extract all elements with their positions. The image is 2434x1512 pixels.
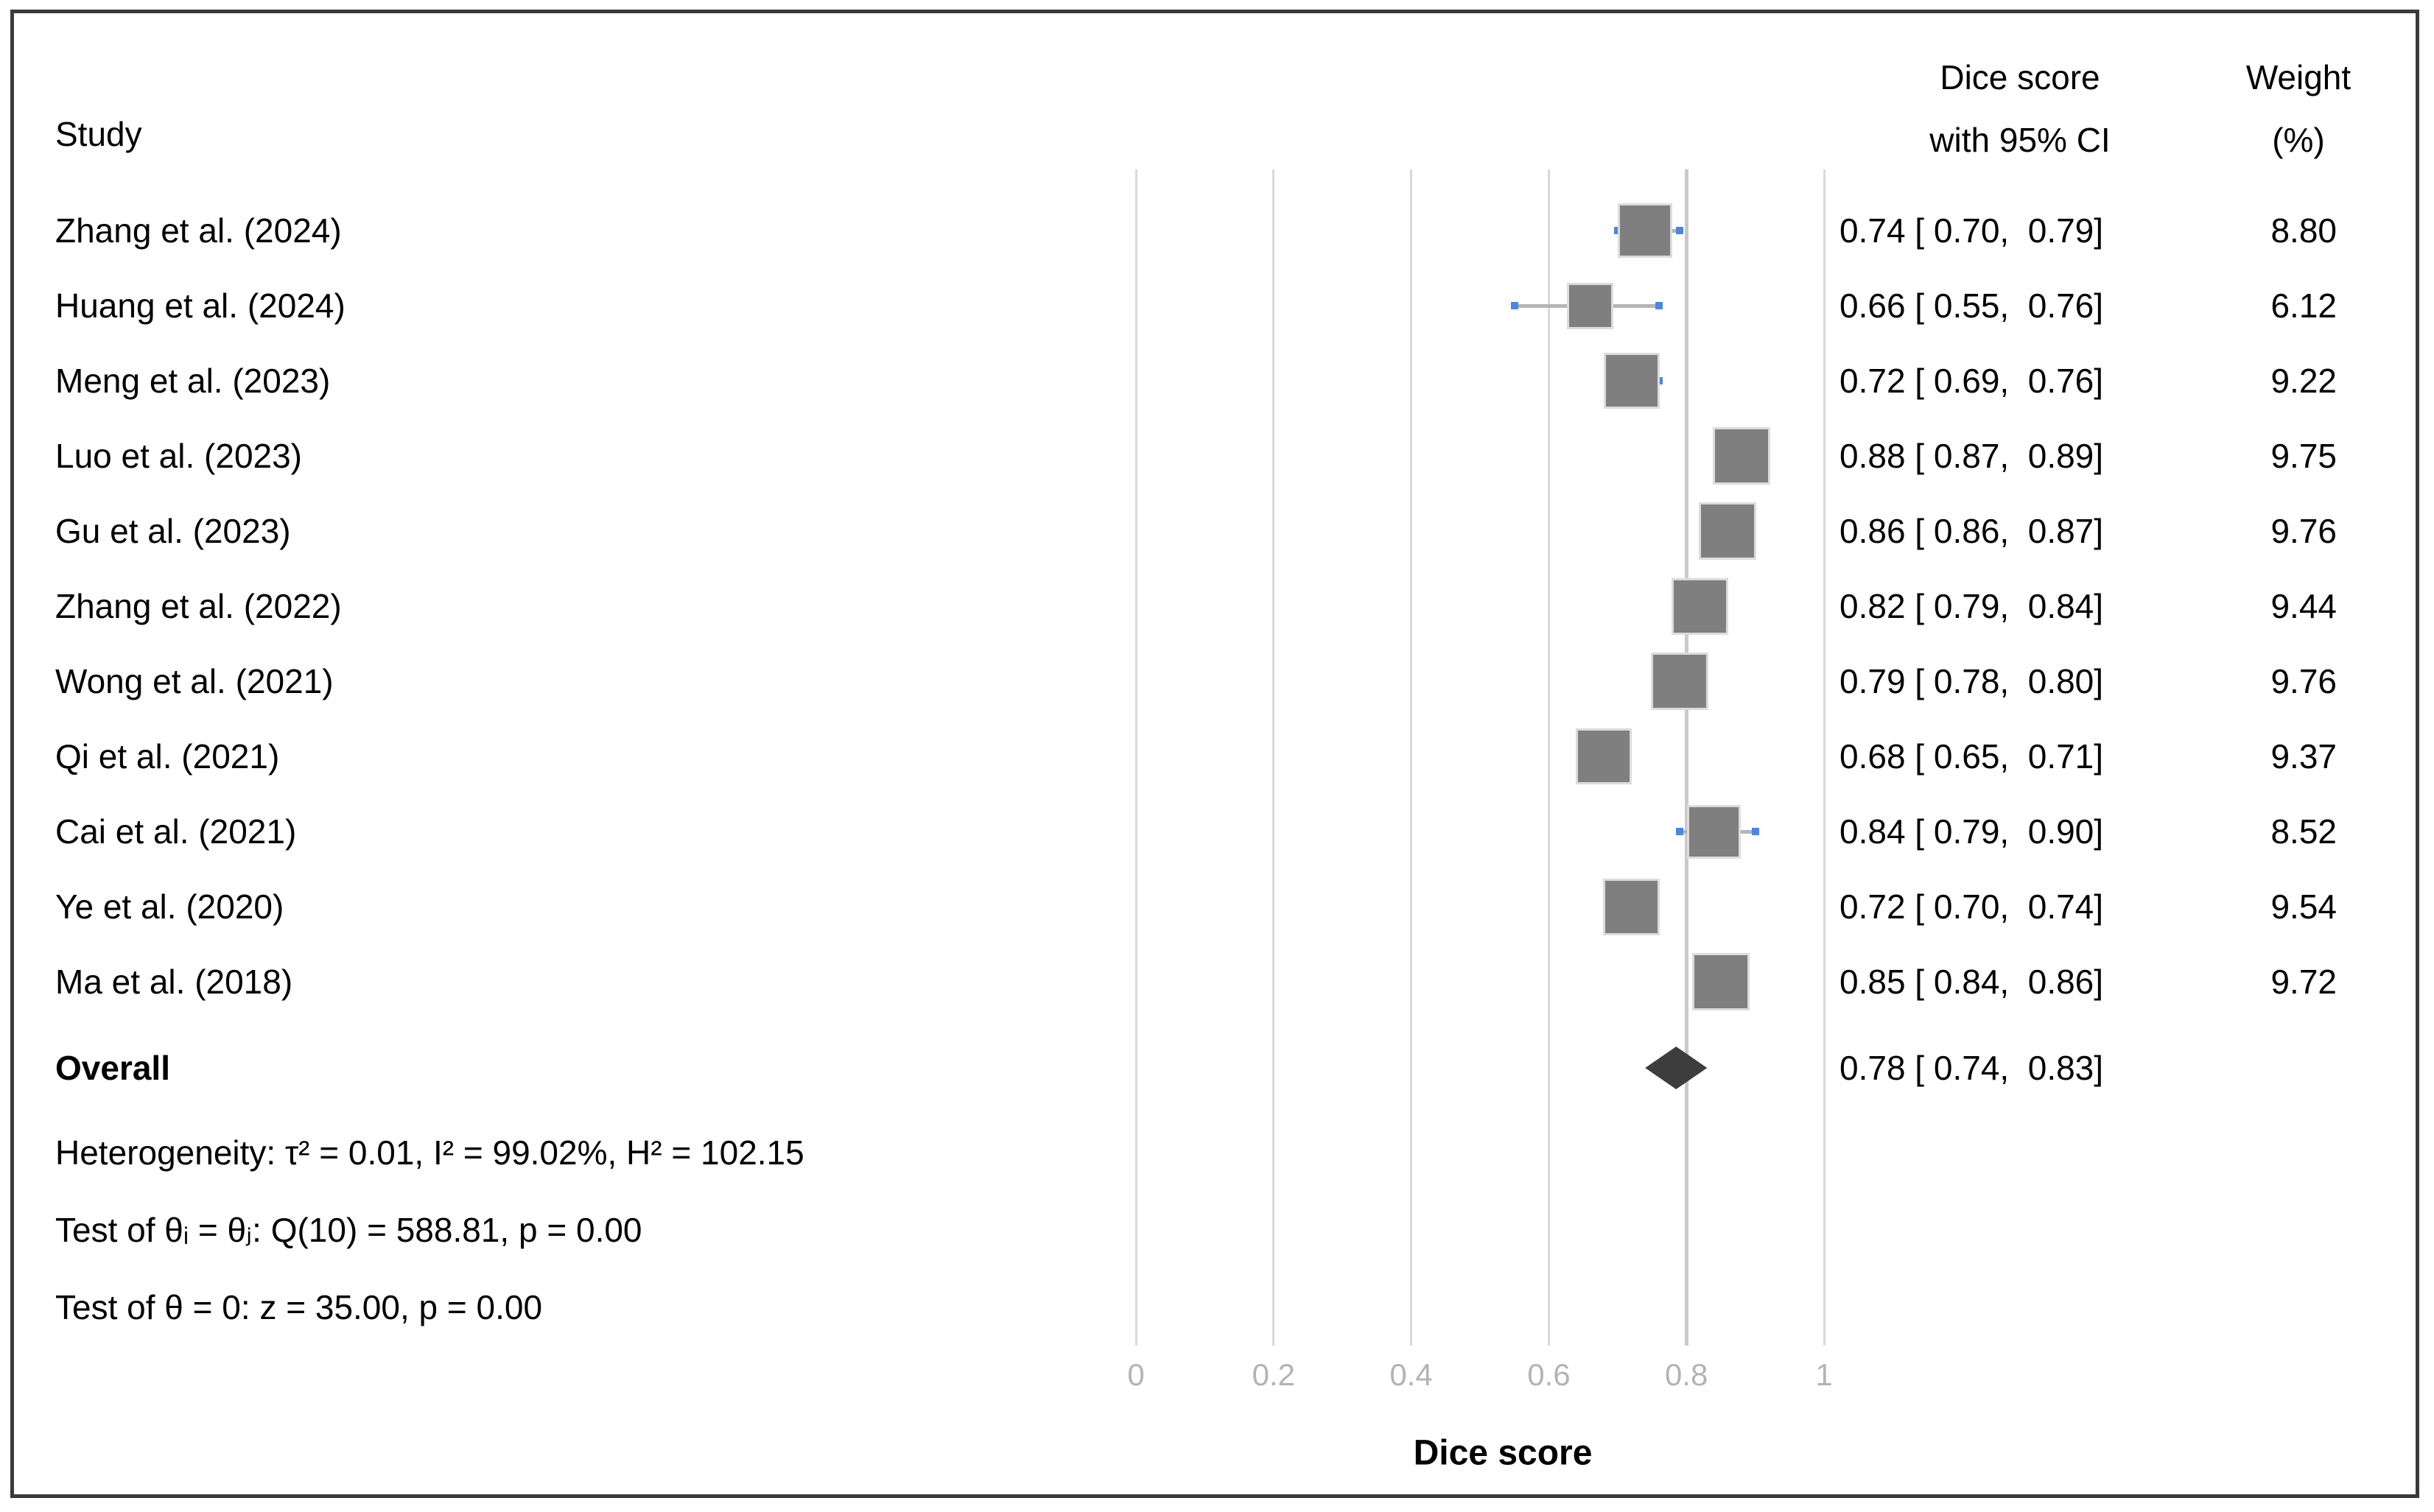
effect-ci-value: 0.85 [ 0.84, 0.86] bbox=[1839, 963, 2104, 1001]
effect-square bbox=[1674, 580, 1727, 633]
effect-ci-value: 0.84 [ 0.79, 0.90] bbox=[1839, 812, 2104, 851]
effect-square bbox=[1605, 880, 1658, 933]
effect-square bbox=[1701, 504, 1755, 558]
study-label: Zhang et al. (2024) bbox=[55, 211, 342, 250]
study-label: Gu et al. (2023) bbox=[55, 512, 291, 550]
study-label: Ye et al. (2020) bbox=[55, 887, 284, 926]
study-label: Luo et al. (2023) bbox=[55, 437, 303, 475]
ci-cap-left bbox=[1613, 227, 1621, 234]
effect-square bbox=[1689, 806, 1739, 857]
effect-square bbox=[1568, 284, 1611, 327]
ci-cap-right bbox=[1675, 227, 1683, 234]
effect-column-header-line1: Dice score bbox=[1940, 58, 2100, 96]
study-label: Zhang et al. (2022) bbox=[55, 587, 342, 625]
weight-value: 9.75 bbox=[2270, 437, 2337, 475]
plot-border bbox=[10, 10, 2419, 1498]
effect-square bbox=[1714, 429, 1768, 482]
test-of-theta-zero: Test of θ = 0: z = 35.00, p = 0.00 bbox=[55, 1288, 543, 1326]
axis-tick-label: 0.4 bbox=[1389, 1357, 1433, 1392]
weight-column-header-line1: Weight bbox=[2245, 58, 2351, 96]
study-label: Huang et al. (2024) bbox=[55, 286, 346, 325]
study-label: Meng et al. (2023) bbox=[55, 362, 331, 400]
weight-value: 9.44 bbox=[2270, 587, 2337, 625]
effect-square bbox=[1578, 731, 1630, 782]
ci-cap-right bbox=[1655, 302, 1663, 309]
effect-ci-value: 0.72 [ 0.69, 0.76] bbox=[1839, 362, 2104, 400]
overall-effect-ci-value: 0.78 [ 0.74, 0.83] bbox=[1839, 1049, 2104, 1087]
effect-ci-value: 0.66 [ 0.55, 0.76] bbox=[1839, 286, 2104, 325]
gridline bbox=[1272, 169, 1275, 1346]
effect-square bbox=[1694, 955, 1747, 1008]
study-column-header: Study bbox=[55, 115, 142, 153]
gridline bbox=[1410, 169, 1413, 1346]
effect-ci-value: 0.72 [ 0.70, 0.74] bbox=[1839, 887, 2104, 926]
ci-cap-right bbox=[1655, 377, 1663, 384]
weight-value: 9.76 bbox=[2270, 512, 2337, 550]
ci-cap-left bbox=[1675, 828, 1683, 835]
weight-value: 9.22 bbox=[2270, 362, 2337, 400]
effect-square bbox=[1620, 205, 1671, 256]
study-label: Ma et al. (2018) bbox=[55, 963, 293, 1001]
effect-ci-value: 0.86 [ 0.86, 0.87] bbox=[1839, 512, 2104, 550]
weight-value: 9.37 bbox=[2270, 737, 2337, 776]
weight-value: 9.54 bbox=[2270, 887, 2337, 926]
weight-column-header-line2: (%) bbox=[2272, 121, 2325, 159]
gridline bbox=[1547, 169, 1550, 1346]
effect-column-header-line2: with 95% CI bbox=[1929, 121, 2111, 159]
weight-value: 6.12 bbox=[2270, 286, 2337, 325]
study-label: Cai et al. (2021) bbox=[55, 812, 297, 851]
study-label: Qi et al. (2021) bbox=[55, 737, 280, 776]
effect-ci-value: 0.74 [ 0.70, 0.79] bbox=[1839, 211, 2104, 250]
weight-value: 8.80 bbox=[2270, 211, 2337, 250]
effect-ci-value: 0.68 [ 0.65, 0.71] bbox=[1839, 737, 2104, 776]
weight-value: 9.76 bbox=[2270, 662, 2337, 700]
effect-ci-value: 0.88 [ 0.87, 0.89] bbox=[1839, 437, 2104, 475]
weight-value: 8.52 bbox=[2270, 812, 2337, 851]
overall-label: Overall bbox=[55, 1049, 170, 1087]
effect-square bbox=[1652, 655, 1706, 708]
study-label: Wong et al. (2021) bbox=[55, 662, 334, 700]
effect-ci-value: 0.79 [ 0.78, 0.80] bbox=[1839, 662, 2104, 700]
axis-tick-label: 0.2 bbox=[1252, 1357, 1295, 1392]
heterogeneity-stats: Heterogeneity: τ² = 0.01, I² = 99.02%, H… bbox=[55, 1133, 804, 1172]
gridline bbox=[1134, 169, 1137, 1346]
x-axis-title: Dice score bbox=[1413, 1433, 1593, 1473]
axis-tick-label: 0.8 bbox=[1664, 1357, 1708, 1392]
axis-tick-label: 1 bbox=[1815, 1357, 1833, 1392]
ci-cap-right bbox=[1751, 828, 1759, 835]
axis-tick-label: 0 bbox=[1127, 1357, 1145, 1392]
test-of-group-equality: Test of θᵢ = θⱼ: Q(10) = 588.81, p = 0.0… bbox=[55, 1211, 642, 1249]
effect-square bbox=[1605, 355, 1658, 407]
gridline bbox=[1684, 169, 1688, 1346]
ci-cap-left bbox=[1510, 302, 1518, 309]
effect-ci-value: 0.82 [ 0.79, 0.84] bbox=[1839, 587, 2104, 625]
weight-value: 9.72 bbox=[2270, 963, 2337, 1001]
gridline bbox=[1823, 169, 1826, 1346]
axis-tick-label: 0.6 bbox=[1527, 1357, 1571, 1392]
